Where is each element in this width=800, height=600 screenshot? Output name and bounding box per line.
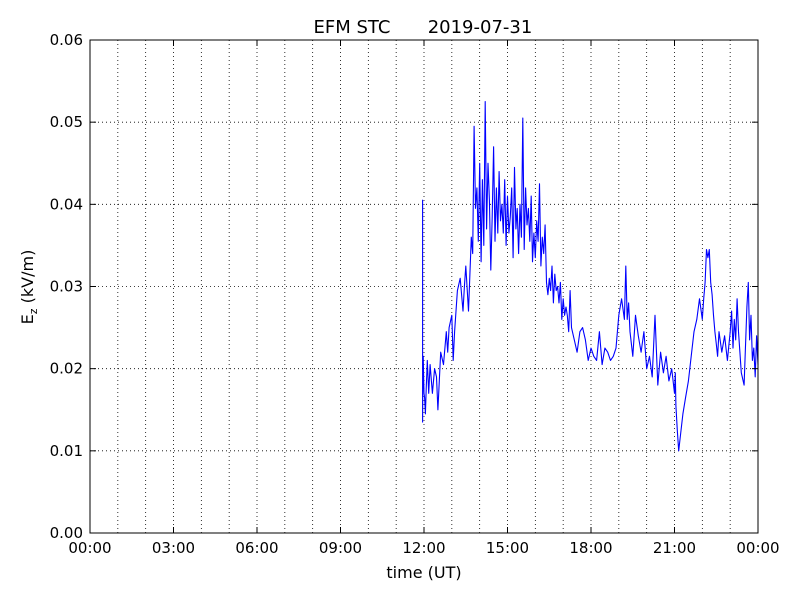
x-tick-label: 15:00 (486, 539, 529, 557)
y-axis-label: Ez (kV/m) (18, 250, 40, 325)
y-axis-label-units: (kV/m) (18, 250, 37, 309)
y-tick-label: 0.05 (50, 113, 83, 131)
axis-ticks (89, 39, 759, 534)
x-tick-label: 09:00 (319, 539, 362, 557)
series-line-ez (422, 101, 759, 452)
x-tick-label: 06:00 (235, 539, 278, 557)
x-tick-label: 18:00 (569, 539, 612, 557)
x-tick-label: 12:00 (402, 539, 445, 557)
chart-title: EFM STC (314, 17, 391, 38)
y-tick-label: 0.02 (50, 360, 83, 378)
axis-tick-labels: 00:00 03:00 06:00 09:00 12:00 15:00 18:00 21:00… (50, 31, 780, 557)
y-tick-label: 0.03 (50, 278, 83, 296)
y-tick-label: 0.04 (50, 195, 83, 213)
x-tick-label: 03:00 (152, 539, 195, 557)
x-tick-label: 21:00 (653, 539, 696, 557)
y-tick-label: 0.00 (50, 524, 83, 542)
y-tick-label: 0.06 (50, 31, 83, 49)
x-tick-label: 00:00 (68, 539, 111, 557)
y-axis-label-main: E (18, 314, 37, 324)
chart-subtitle: 2019-07-31 (428, 17, 533, 38)
y-axis-label-subscript: z (27, 308, 40, 314)
x-tick-label: 00:00 (736, 539, 779, 557)
y-tick-label: 0.01 (50, 442, 83, 460)
x-axis-label: time (UT) (386, 563, 461, 582)
